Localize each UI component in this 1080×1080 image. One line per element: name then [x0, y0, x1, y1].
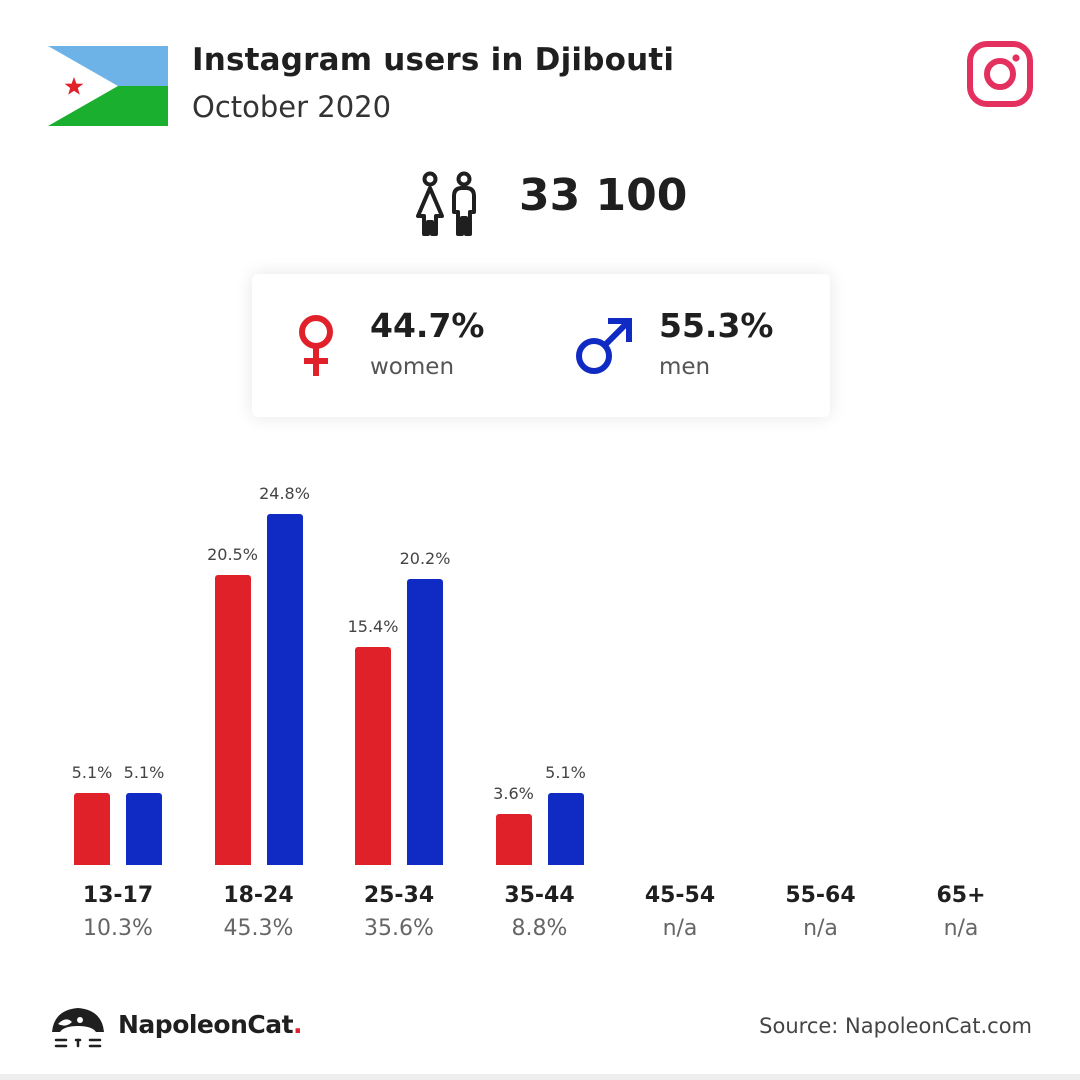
- brand-text: NapoleonCat: [118, 1010, 294, 1039]
- bar-label-men-13-17: 5.1%: [123, 763, 165, 782]
- age-group-share-35-44: 8.8%: [511, 916, 568, 941]
- age-group-share-65+: n/a: [943, 916, 979, 941]
- page-subtitle: October 2020: [192, 90, 392, 124]
- bar-label-women-25-34: 15.4%: [347, 617, 399, 636]
- men-percent: 55.3%: [659, 306, 774, 345]
- bar-label-women-18-24: 20.5%: [207, 545, 258, 564]
- page-title: Instagram users in Djibouti: [192, 42, 675, 78]
- brand-name: NapoleonCat.: [118, 1010, 303, 1039]
- age-group-label-35-44: 35-44: [504, 883, 575, 908]
- bar-women-13-17: [74, 793, 110, 865]
- bar-label-men-35-44: 5.1%: [545, 763, 586, 782]
- bar-label-women-13-17: 5.1%: [71, 763, 113, 782]
- age-group-share-18-24: 45.3%: [223, 916, 294, 941]
- age-group-share-25-34: 35.6%: [364, 916, 434, 941]
- age-gender-bar-chart: 5.1% 5.1% 13-17 10.3% 20.5% 24.8% 18-24 45.3% 15…: [0, 440, 1080, 960]
- bar-label-men-25-34: 20.2%: [399, 549, 451, 568]
- women-percent: 44.7%: [370, 306, 485, 345]
- age-group-share-45-54: n/a: [662, 916, 698, 941]
- bar-women-18-24: [214, 575, 251, 865]
- female-icon: [299, 315, 333, 376]
- total-users-value: 33 100: [519, 170, 688, 221]
- instagram-icon: [967, 41, 1033, 107]
- men-label: men: [659, 354, 711, 380]
- bar-men-35-44: [547, 793, 584, 865]
- bar-men-18-24: [266, 514, 303, 865]
- bar-women-35-44: [495, 814, 532, 865]
- age-group-label-65+: 65+: [936, 883, 986, 908]
- bar-label-women-35-44: 3.6%: [493, 784, 534, 803]
- male-icon: [576, 318, 632, 374]
- age-group-label-55-64: 55-64: [785, 883, 856, 908]
- djibouti-flag-icon: [48, 46, 168, 126]
- age-group-share-13-17: 10.3%: [83, 916, 153, 941]
- bar-men-25-34: [407, 579, 443, 865]
- napoleoncat-logo-icon: [52, 1008, 104, 1048]
- bar-label-men-18-24: 24.8%: [259, 484, 310, 503]
- women-label: women: [370, 354, 455, 380]
- age-group-label-45-54: 45-54: [644, 883, 716, 908]
- age-group-label-25-34: 25-34: [363, 883, 435, 908]
- brand-dot: .: [293, 1010, 303, 1039]
- age-group-share-55-64: n/a: [803, 916, 838, 941]
- people-icon: [416, 171, 476, 236]
- source-text: Source: NapoleonCat.com: [759, 1014, 1032, 1038]
- bar-men-13-17: [126, 793, 162, 865]
- age-group-label-18-24: 18-24: [223, 883, 294, 908]
- bar-women-25-34: [355, 647, 391, 865]
- bottom-divider: [0, 1074, 1080, 1080]
- gender-split-card: 44.7% women 55.3% men: [252, 274, 830, 417]
- age-group-label-13-17: 13-17: [82, 883, 154, 908]
